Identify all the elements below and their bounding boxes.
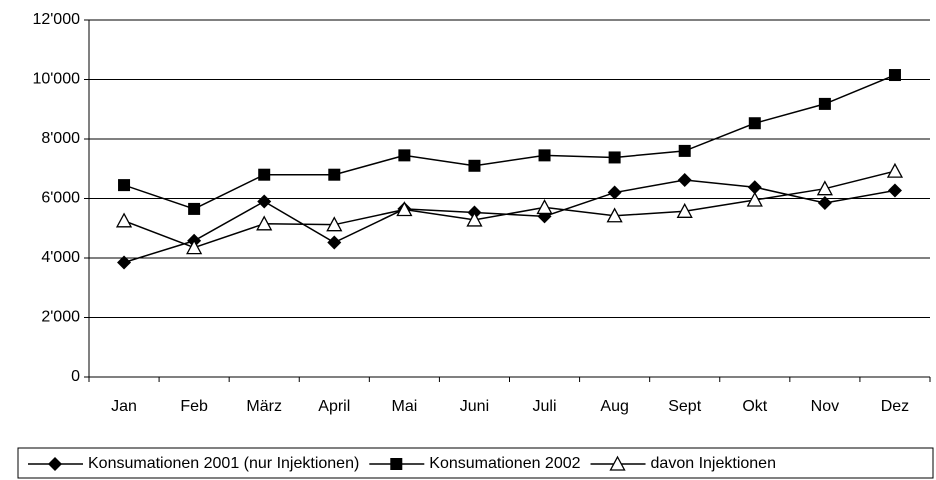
marker xyxy=(678,144,691,157)
x-tick-label: Nov xyxy=(811,398,839,415)
legend-box xyxy=(17,447,934,479)
legend-label: davon Injektionen xyxy=(651,455,776,472)
marker xyxy=(466,211,483,227)
marker xyxy=(398,149,411,162)
marker xyxy=(396,201,413,217)
marker xyxy=(118,179,131,192)
x-tick-label: Aug xyxy=(600,398,628,415)
marker xyxy=(326,216,343,232)
x-tick-label: Juli xyxy=(533,398,557,415)
x-tick-label: Okt xyxy=(742,398,767,415)
y-tick-label: 2'000 xyxy=(41,309,80,326)
y-tick-label: 8'000 xyxy=(41,130,80,147)
marker xyxy=(676,202,693,218)
marker xyxy=(608,151,621,164)
marker xyxy=(117,255,132,270)
series-line xyxy=(123,170,896,249)
x-tick-label: April xyxy=(318,398,350,415)
legend-marker xyxy=(609,455,626,471)
y-tick-label: 4'000 xyxy=(41,249,80,266)
y-tick-label: 10'000 xyxy=(32,71,80,88)
marker xyxy=(888,69,901,82)
marker xyxy=(747,180,762,195)
x-tick-label: Feb xyxy=(180,398,208,415)
x-tick-label: Sept xyxy=(668,398,701,415)
marker xyxy=(115,212,133,228)
legend-marker xyxy=(48,457,62,471)
marker xyxy=(536,199,553,215)
marker xyxy=(538,149,551,162)
legend-marker xyxy=(390,458,403,470)
marker xyxy=(818,97,831,110)
marker xyxy=(887,183,902,198)
x-tick-label: Jan xyxy=(111,398,137,415)
marker xyxy=(746,191,763,207)
x-tick-label: Juni xyxy=(460,398,489,415)
series-line xyxy=(123,179,896,264)
x-tick-label: Dez xyxy=(881,398,909,415)
marker xyxy=(257,194,272,209)
marker xyxy=(468,159,481,172)
marker xyxy=(816,180,833,196)
y-tick-label: 12'000 xyxy=(32,11,80,28)
marker xyxy=(256,215,273,231)
marker xyxy=(327,235,342,250)
marker xyxy=(886,162,904,178)
marker xyxy=(817,195,832,210)
marker xyxy=(748,117,761,130)
legend-label: Konsumationen 2002 xyxy=(429,455,580,472)
marker xyxy=(607,185,622,200)
marker xyxy=(606,207,623,223)
marker xyxy=(186,239,203,255)
marker xyxy=(188,202,201,215)
x-tick-label: März xyxy=(246,398,282,415)
legend-label: Konsumationen 2001 (nur Injektionen) xyxy=(88,455,359,472)
marker xyxy=(328,168,341,181)
y-tick-label: 0 xyxy=(71,368,80,385)
marker xyxy=(258,168,271,181)
marker xyxy=(677,173,692,188)
x-tick-label: Mai xyxy=(391,398,417,415)
y-tick-label: 6'000 xyxy=(41,190,80,207)
series-line xyxy=(123,74,896,210)
